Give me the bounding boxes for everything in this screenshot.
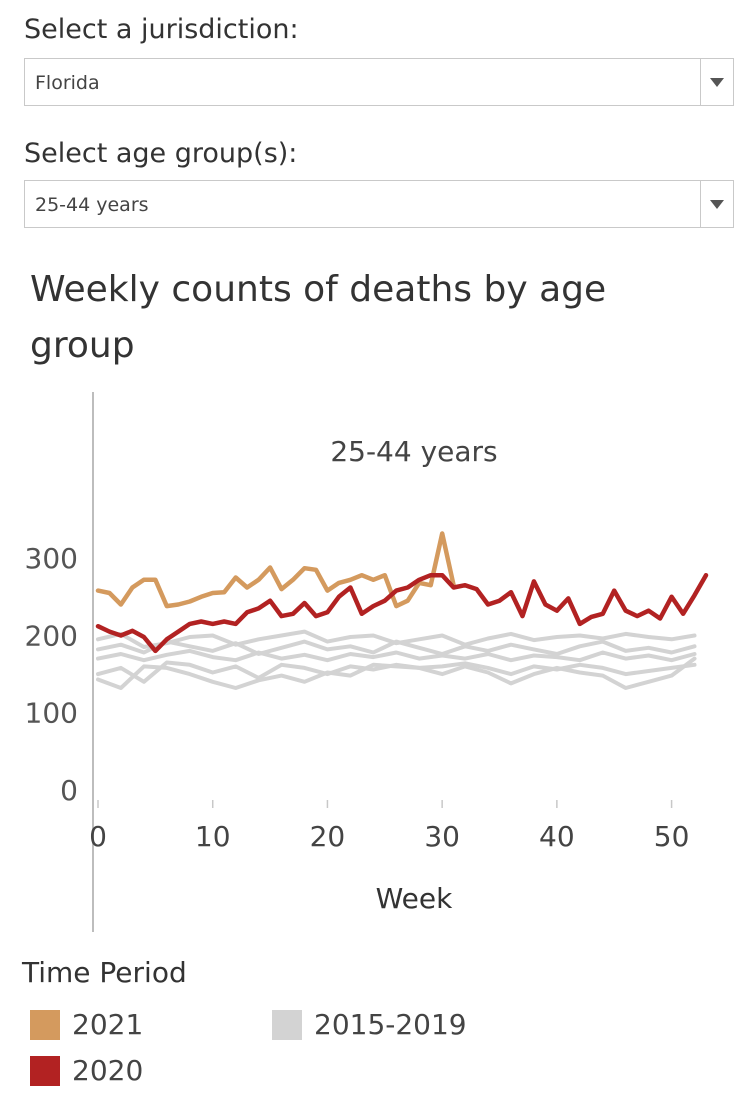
jurisdiction-label: Select a jurisdiction: [24, 14, 299, 45]
x-tick-label: 30 [424, 820, 460, 853]
series-line-2020 [95, 572, 709, 654]
series-line-2015-2019 [96, 656, 697, 690]
x-tick-label: 0 [89, 820, 107, 853]
panel-label: 25-44 years [330, 435, 497, 468]
series-line-2015-2019 [96, 648, 697, 663]
legend-item-2020[interactable]: 2020 [30, 1054, 143, 1087]
series-line-2015-2019 [96, 639, 697, 656]
legend-label: 2020 [72, 1054, 144, 1087]
dropdown-arrow-icon[interactable] [700, 181, 733, 227]
y-tick-label: 0 [60, 774, 78, 807]
age-group-select[interactable]: 25-44 years [24, 180, 734, 228]
x-tick-label: 40 [539, 820, 575, 853]
x-tick-label: 50 [654, 820, 690, 853]
legend-swatch [272, 1009, 302, 1040]
legend-label: 2021 [72, 1008, 144, 1041]
y-tick-label: 300 [25, 542, 78, 575]
x-tick-label: 10 [195, 820, 231, 853]
jurisdiction-value: Florida [35, 72, 100, 94]
x-axis-title: Week [376, 882, 453, 915]
series-line-2021 [95, 531, 456, 609]
legend-title: Time Period [22, 956, 187, 989]
y-tick-label: 200 [25, 619, 78, 652]
legend-label: 2015-2019 [314, 1008, 467, 1041]
legend-swatch [30, 1009, 60, 1040]
y-tick-label: 100 [25, 697, 78, 730]
legend-item-2021[interactable]: 2021 [30, 1008, 143, 1041]
legend-item-2015-2019[interactable]: 2015-2019 [272, 1008, 467, 1041]
dropdown-arrow-icon[interactable] [700, 59, 733, 105]
chart-title: Weekly counts of deaths by age group [30, 269, 607, 366]
x-tick-label: 20 [310, 820, 346, 853]
legend-swatch [30, 1055, 60, 1086]
jurisdiction-select[interactable]: Florida [24, 58, 734, 106]
age-group-value: 25-44 years [35, 194, 149, 216]
age-group-label: Select age group(s): [24, 138, 298, 169]
